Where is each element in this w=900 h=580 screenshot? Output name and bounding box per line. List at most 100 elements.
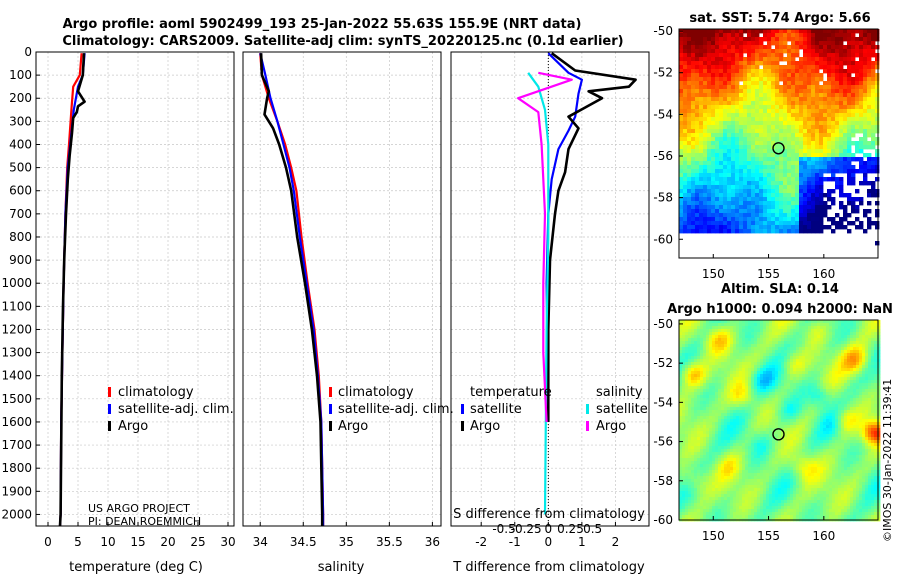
map-cell <box>835 41 840 46</box>
map-cell <box>679 332 683 336</box>
map-cell <box>691 65 696 70</box>
map-cell <box>767 85 772 90</box>
map-cell <box>727 320 731 324</box>
map-cell <box>712 491 716 495</box>
map-cell <box>736 359 740 363</box>
map-cell <box>711 205 716 210</box>
map-cell <box>730 455 734 459</box>
map-cell <box>695 133 700 138</box>
map-cell <box>863 65 868 70</box>
map-cell <box>754 332 758 336</box>
map-cell <box>769 458 773 462</box>
map-cell <box>775 488 779 492</box>
map-cell <box>712 338 716 342</box>
map-cell <box>767 197 772 202</box>
map-cell <box>699 113 704 118</box>
map-cell <box>739 350 743 354</box>
map-cell <box>835 73 840 78</box>
map-cell <box>775 326 779 330</box>
map-cell <box>679 452 683 456</box>
map-cell <box>772 398 776 402</box>
map-cell <box>760 491 764 495</box>
map-cell <box>803 197 808 202</box>
map-cell <box>727 404 731 408</box>
map-cell <box>743 225 748 230</box>
map-cell <box>712 359 716 363</box>
map-cell <box>688 494 692 498</box>
map-cell <box>730 416 734 420</box>
map-cell <box>803 69 808 74</box>
map-cell <box>855 85 860 90</box>
map-cell <box>718 449 722 453</box>
map-cell <box>727 169 732 174</box>
map-cell <box>694 410 698 414</box>
map-cell <box>767 145 772 150</box>
map-cell <box>787 29 792 34</box>
map-cell <box>682 347 686 351</box>
map-cell <box>691 201 696 206</box>
map-cell <box>719 49 724 54</box>
map-cell <box>775 153 780 158</box>
map-cell <box>685 479 689 483</box>
map-cell <box>745 371 749 375</box>
map-cell <box>715 213 720 218</box>
map-cell <box>766 320 770 324</box>
map-cell <box>754 338 758 342</box>
map-cell <box>735 73 740 78</box>
map-cell <box>706 434 710 438</box>
x-tick-label: 25 <box>190 535 205 549</box>
map-cell <box>795 49 800 54</box>
map-cell <box>691 395 695 399</box>
map-cell <box>775 497 779 501</box>
map-cell <box>771 65 776 70</box>
map-cell <box>751 33 756 38</box>
map-cell <box>703 362 707 366</box>
map-cell <box>769 515 773 519</box>
map-cell <box>712 506 716 510</box>
map-cell <box>778 389 782 393</box>
map-cell <box>757 416 761 420</box>
map-cell <box>755 181 760 186</box>
map-cell <box>855 37 860 42</box>
map-cell <box>781 506 785 510</box>
map-cell <box>769 482 773 486</box>
map-cell <box>851 101 856 106</box>
map-cell <box>815 209 820 214</box>
map-cell <box>781 509 785 513</box>
map-cell <box>742 350 746 354</box>
map-cell <box>763 129 768 134</box>
map-cell <box>775 353 779 357</box>
map-cell <box>769 452 773 456</box>
map-cell <box>719 85 724 90</box>
map-cell <box>875 117 880 122</box>
y-tick-label: 1200 <box>1 322 32 336</box>
map-cell <box>847 121 852 126</box>
map-cell <box>700 326 704 330</box>
map-cell <box>763 485 767 489</box>
map-cell <box>767 81 772 86</box>
map-cell <box>703 413 707 417</box>
map-cell <box>763 413 767 417</box>
map-cell <box>778 434 782 438</box>
map-cell <box>799 89 804 94</box>
map-cell <box>851 197 856 202</box>
map-cell <box>679 449 683 453</box>
map-cell <box>759 85 764 90</box>
temperature-legend-argo: Argo <box>118 419 148 434</box>
map-cell <box>745 443 749 447</box>
map-cell <box>757 383 761 387</box>
map-cell <box>799 153 804 158</box>
map-cell <box>847 57 852 62</box>
map-cell <box>766 341 770 345</box>
map-cell <box>771 73 776 78</box>
map-cell <box>718 515 722 519</box>
map-cell <box>859 157 864 162</box>
map-cell <box>819 205 824 210</box>
map-cell <box>703 332 707 336</box>
map-cell <box>875 105 880 110</box>
map-cell <box>763 320 767 324</box>
map-cell <box>769 431 773 435</box>
map-cell <box>721 359 725 363</box>
map-cell <box>679 137 684 142</box>
map-cell <box>863 145 868 150</box>
